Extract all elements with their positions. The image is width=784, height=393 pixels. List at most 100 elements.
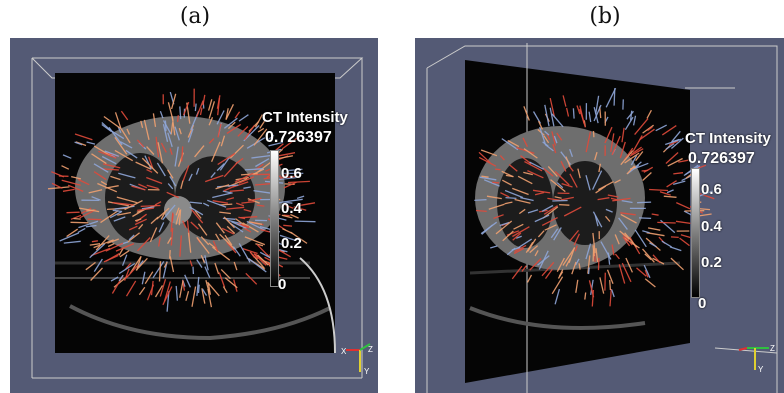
vector-arrow [114, 137, 128, 155]
vector-arrow [114, 149, 134, 162]
vector-arrow [200, 236, 210, 246]
vector-arrow [74, 133, 93, 141]
vector-arrow [91, 153, 107, 165]
vector-arrow [78, 207, 100, 213]
vector-arrow [541, 217, 558, 226]
vector-arrow [257, 127, 265, 133]
vector-arrow [137, 237, 151, 252]
vector-arrow [553, 135, 558, 144]
vector-arrow [486, 195, 502, 200]
vector-arrow [671, 130, 681, 143]
vector-arrow [226, 123, 242, 134]
vector-arrow [634, 229, 647, 248]
vector-arrow [120, 128, 131, 144]
vector-arrow [234, 172, 254, 183]
vector-arrow [649, 242, 657, 248]
vector-arrow [91, 240, 98, 243]
colorbar-tick-a-2: 0.2 [281, 235, 302, 252]
vector-arrow [178, 128, 182, 135]
vector-arrow [569, 173, 578, 188]
vector-arrow [298, 202, 316, 207]
vector-arrow [197, 284, 200, 294]
vector-arrow [117, 211, 132, 216]
vector-arrow [239, 223, 250, 228]
vector-arrow [189, 201, 203, 205]
vector-arrow [225, 104, 234, 120]
vector-arrow [575, 258, 580, 266]
vector-arrow [163, 261, 168, 268]
vector-arrow [604, 126, 613, 144]
vector-arrow [504, 189, 524, 199]
vector-arrow [286, 168, 303, 172]
vector-arrow [552, 144, 557, 154]
vector-arrow [283, 181, 297, 189]
vector-arrow [208, 101, 216, 119]
vector-arrow [253, 189, 272, 194]
vector-arrow [218, 272, 226, 288]
vector-arrow [527, 209, 539, 214]
vector-arrow [156, 162, 166, 177]
vector-arrow [554, 196, 562, 199]
vector-arrow [201, 288, 208, 296]
vector-arrow [644, 253, 652, 261]
vector-arrow [670, 257, 684, 271]
vector-arrow [663, 195, 677, 198]
vector-arrow [550, 179, 566, 193]
vector-arrow [182, 220, 187, 228]
vector-arrow [134, 218, 147, 226]
vector-arrow [185, 291, 190, 301]
vector-arrow [605, 208, 613, 213]
vector-arrow [611, 289, 615, 298]
colorbar-tick-b-3: 0 [698, 295, 707, 312]
vector-arrow [235, 157, 244, 165]
vector-arrow [547, 197, 561, 202]
vector-arrow [194, 210, 202, 219]
vector-arrow [544, 104, 550, 127]
vector-arrow [143, 119, 150, 140]
vector-arrow [215, 233, 221, 241]
vector-arrow [512, 226, 530, 238]
vector-arrow [224, 234, 233, 246]
vector-arrow [253, 253, 259, 260]
vector-arrow [168, 250, 171, 259]
vector-arrow [113, 216, 126, 222]
vector-arrow [670, 137, 684, 149]
vector-arrow [242, 222, 259, 233]
vector-arrow [184, 274, 191, 288]
vector-arrow [226, 206, 245, 210]
vector-arrow [619, 141, 626, 159]
vector-arrow [249, 251, 256, 259]
vector-field-b [474, 87, 715, 307]
vector-arrow [676, 202, 691, 210]
viewport-a[interactable]: CT Intensity 0.726397 0.6 0.4 0.2 0 X Z … [10, 38, 378, 393]
vector-arrow [622, 233, 633, 246]
vector-arrow [187, 128, 194, 143]
vector-arrow [63, 240, 81, 244]
vector-arrow [212, 192, 232, 199]
axis-y-label-a: Y [364, 367, 370, 376]
vector-arrow [647, 126, 653, 132]
vector-arrow [646, 232, 665, 237]
vector-arrow [281, 175, 298, 179]
vector-arrow [283, 224, 293, 227]
vector-arrow [152, 113, 157, 127]
vector-arrow [174, 126, 180, 141]
vector-arrow [127, 232, 141, 243]
vector-arrow [565, 258, 571, 267]
vector-arrow [294, 220, 316, 223]
vector-arrow [277, 176, 297, 181]
vector-arrow [243, 186, 251, 189]
vector-arrow [227, 219, 242, 225]
vector-arrow [226, 225, 236, 234]
vector-arrow [277, 155, 294, 160]
vector-arrow [241, 200, 255, 204]
vector-arrow [125, 262, 132, 270]
vector-arrow [235, 218, 246, 227]
vector-arrow [644, 278, 656, 288]
vector-arrow [78, 220, 99, 229]
vector-arrow [562, 95, 567, 107]
vector-arrow [284, 204, 294, 209]
vector-arrow [162, 204, 176, 221]
viewport-b[interactable]: CT Intensity 0.726397 0.6 0.4 0.2 0 Z Y [415, 38, 784, 393]
vector-arrow [51, 171, 65, 178]
